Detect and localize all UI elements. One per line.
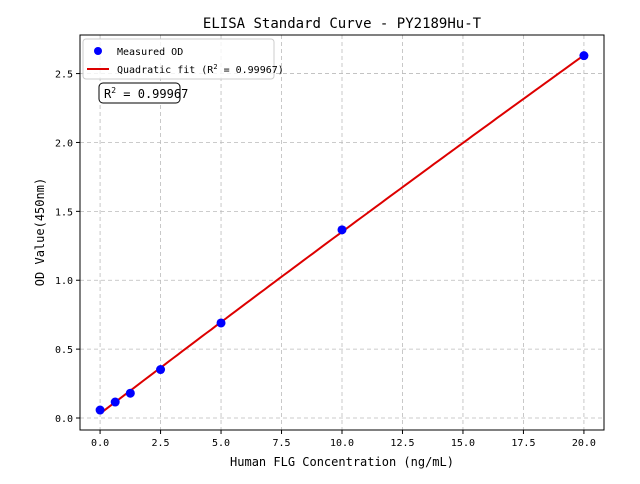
x-tick-label: 17.5	[511, 438, 535, 449]
y-tick-label: 0.0	[55, 414, 73, 425]
legend-fit-main: Quadratic fit (R	[117, 65, 214, 76]
x-tick-label: 20.0	[572, 438, 596, 449]
data-point	[337, 225, 347, 235]
data-point	[216, 318, 226, 328]
plot-marks	[95, 51, 589, 415]
data-point	[156, 365, 166, 375]
legend-fit-sup: 2	[213, 63, 217, 71]
x-tick-label: 5.0	[212, 438, 230, 449]
y-tick-label: 0.5	[55, 345, 73, 356]
legend-fit-tail: = 0.99967)	[218, 65, 284, 76]
y-tick-label: 2.5	[55, 70, 73, 81]
r2-sup: 2	[111, 86, 116, 95]
r2-text: R2 = 0.99967	[104, 86, 188, 101]
x-tick-label: 0.0	[91, 438, 109, 449]
ticks: 0.0 2.5 5.0 7.5 10.0 12.5 15.0 17.5 20.0 0.0 0.5 1.…	[55, 70, 596, 449]
legend-label-fit: Quadratic fit (R2 = 0.99967)	[117, 63, 284, 76]
y-tick-label: 2.0	[55, 138, 73, 149]
data-point	[95, 405, 105, 415]
x-tick-label: 15.0	[451, 438, 475, 449]
data-point	[579, 51, 589, 61]
x-tick-label: 10.0	[330, 438, 354, 449]
chart-title: ELISA Standard Curve - PY2189Hu-T	[203, 16, 482, 32]
x-tick-label: 12.5	[390, 438, 414, 449]
y-axis-label: OD Value(450nm)	[33, 178, 47, 286]
r2-main: R	[104, 87, 112, 101]
r2-box	[98, 82, 181, 104]
y-tick-label: 1.5	[55, 207, 73, 218]
legend-marker-measured	[94, 47, 102, 55]
y-tick-label: 1.0	[55, 276, 73, 287]
legend-label-measured: Measured OD	[117, 47, 183, 58]
x-axis-label: Human FLG Concentration (ng/mL)	[230, 455, 454, 469]
r2-tail: = 0.99967	[116, 87, 188, 101]
x-tick-label: 2.5	[152, 438, 170, 449]
data-point	[110, 397, 120, 407]
x-tick-label: 7.5	[272, 438, 290, 449]
r2-annotation: R2 = 0.99967	[98, 82, 188, 104]
legend-box	[82, 38, 275, 80]
data-point	[125, 388, 135, 398]
legend: Measured OD Quadratic fit (R2 = 0.99967)	[82, 38, 284, 80]
